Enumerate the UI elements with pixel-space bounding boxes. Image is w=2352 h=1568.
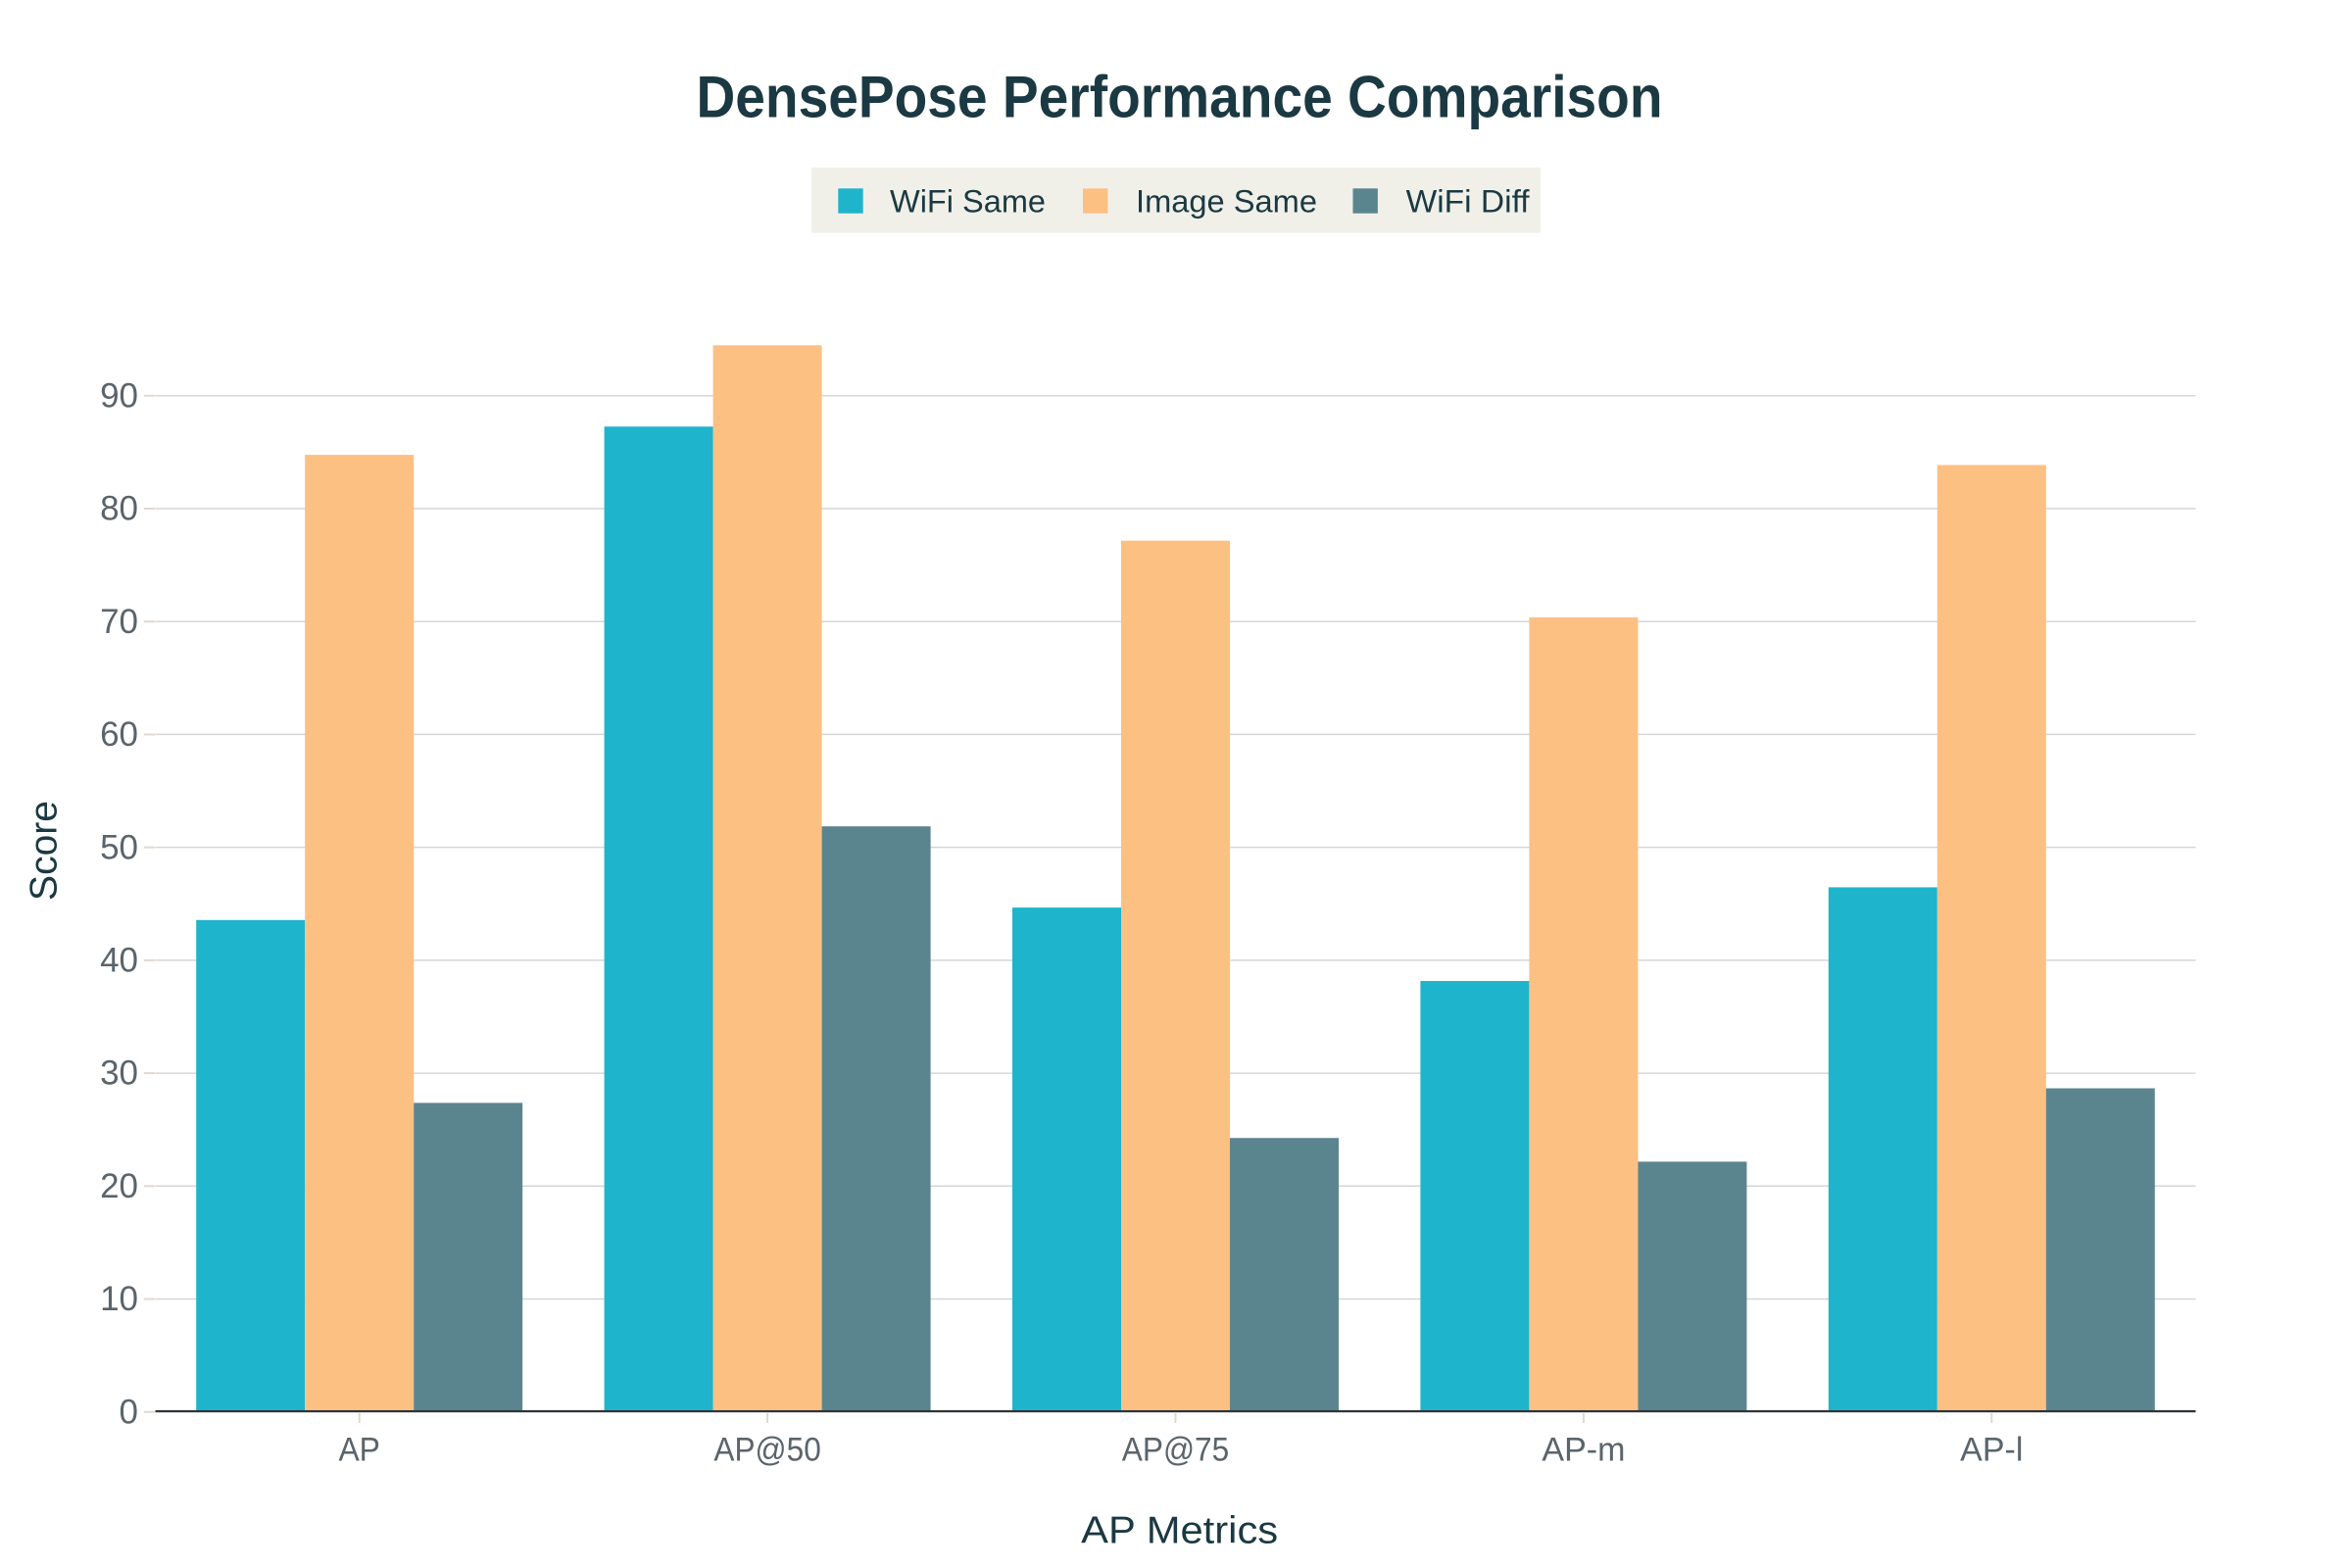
svg-text:10: 10 <box>100 1280 138 1318</box>
svg-text:0: 0 <box>120 1393 138 1431</box>
svg-text:AP@50: AP@50 <box>713 1432 820 1469</box>
svg-text:WiFi Same: WiFi Same <box>890 184 1046 220</box>
svg-text:50: 50 <box>100 828 138 866</box>
svg-text:AP@75: AP@75 <box>1122 1432 1229 1469</box>
svg-text:30: 30 <box>100 1054 138 1093</box>
svg-text:20: 20 <box>100 1167 138 1205</box>
svg-text:AP: AP <box>338 1432 380 1469</box>
svg-text:80: 80 <box>100 490 138 528</box>
svg-text:60: 60 <box>100 715 138 754</box>
svg-text:70: 70 <box>100 603 138 641</box>
svg-text:AP-l: AP-l <box>1960 1432 2023 1469</box>
svg-text:Score: Score <box>24 801 66 901</box>
svg-text:AP-m: AP-m <box>1542 1432 1625 1469</box>
svg-text:AP Metrics: AP Metrics <box>1081 1509 1278 1551</box>
svg-text:90: 90 <box>100 376 138 415</box>
svg-text:40: 40 <box>100 942 138 980</box>
svg-text:DensePose Performance Comparis: DensePose Performance Comparison <box>697 65 1663 130</box>
svg-text:Image Same: Image Same <box>1136 184 1317 220</box>
svg-text:WiFi Diff: WiFi Diff <box>1406 184 1530 220</box>
